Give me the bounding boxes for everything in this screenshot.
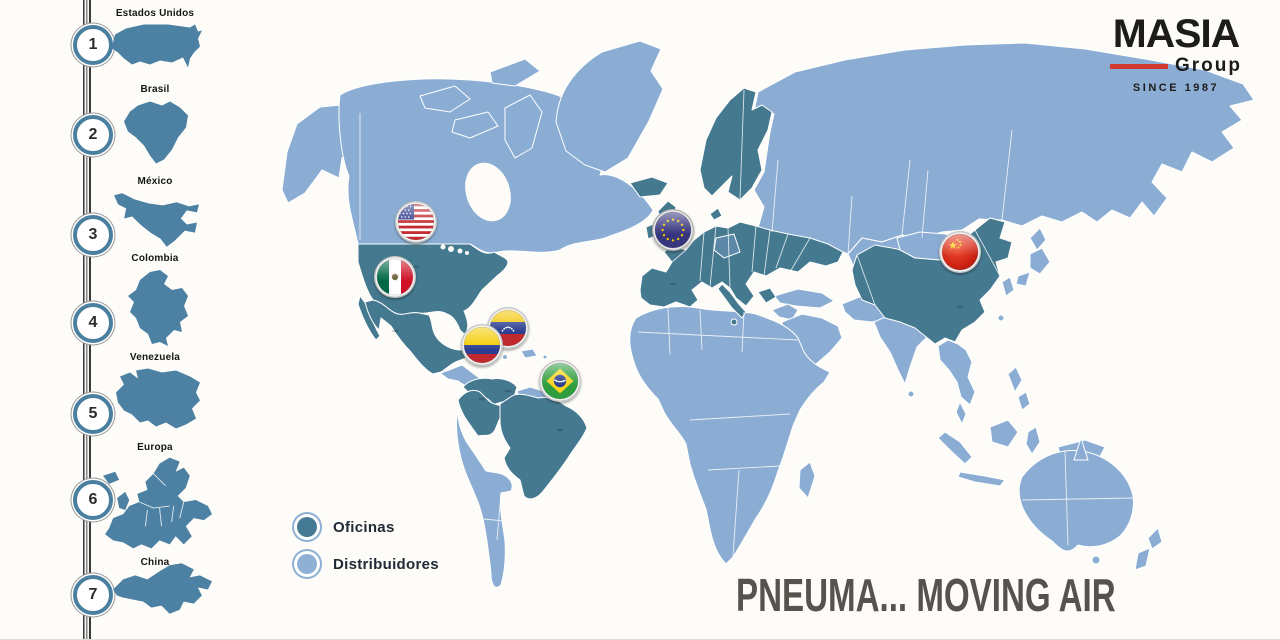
country-australia <box>1019 450 1133 551</box>
pin-colombia <box>461 324 503 401</box>
usa-silhouette-icon <box>112 24 202 68</box>
map-pins <box>374 201 981 432</box>
legend-row-offices: Oficinas <box>292 512 439 542</box>
step-number-3: 3 <box>88 226 98 243</box>
sidebar-label-brasil: Brasil <box>140 84 170 95</box>
step-number-7: 7 <box>88 586 98 603</box>
pin-china <box>939 231 981 309</box>
logo-group-text: Group <box>1175 55 1242 76</box>
step-number-2: 2 <box>88 126 98 143</box>
region-scandinavia <box>700 88 772 200</box>
pin-usa <box>395 201 437 269</box>
mexico-silhouette-icon <box>114 193 199 247</box>
brazil-silhouette-icon <box>124 101 188 164</box>
logo-group-row: Group <box>1100 55 1252 77</box>
step-circle-5: 5 <box>73 394 113 434</box>
pin-mexico <box>374 256 416 333</box>
distributors-legend-label: Distribuidores <box>333 555 439 573</box>
sidebar-label-mexico: México <box>137 176 173 187</box>
step-number-5: 5 <box>88 405 98 422</box>
pin-brazil <box>539 360 581 432</box>
logo-brand-text: MASIA <box>1112 12 1240 56</box>
step-circle-7: 7 <box>73 575 113 615</box>
masia-group-logo: MASIA Group SINCE 1987 <box>1100 14 1252 94</box>
region-europe <box>640 222 843 307</box>
venezuela-silhouette-icon <box>116 368 200 429</box>
step-circle-1: 1 <box>73 25 113 65</box>
logo-since-text: SINCE 1987 <box>1132 82 1220 94</box>
colombia-silhouette-icon <box>128 270 188 346</box>
sidebar-label-europa: Europa <box>137 442 173 453</box>
china-silhouette-icon <box>113 563 212 614</box>
step-number-6: 6 <box>88 491 98 508</box>
sidebar-label-china: China <box>140 557 170 568</box>
step-number-1: 1 <box>88 36 98 53</box>
pin-eu <box>652 209 694 286</box>
offices-legend-label: Oficinas <box>333 518 395 536</box>
water-bodies <box>440 162 851 288</box>
country-brazil <box>500 394 587 499</box>
continent-africa <box>630 306 830 564</box>
logo-red-bar-icon <box>1110 63 1168 69</box>
internal-borders <box>360 90 1133 556</box>
distributors-legend-dot-icon <box>297 554 317 574</box>
legend-row-distributors: Distribuidores <box>292 549 439 579</box>
sidebar-label-colombia: Colombia <box>131 253 179 264</box>
europa-silhouette-icon <box>103 457 212 549</box>
distributor-countries <box>282 41 1254 587</box>
country-japan <box>1030 228 1046 250</box>
step-circle-6: 6 <box>73 480 113 520</box>
tagline: PNEUMA... MOVING AIR <box>736 569 1116 621</box>
step-circle-4: 4 <box>73 303 113 343</box>
map-legend: Oficinas Distribuidores <box>292 512 439 586</box>
step-circle-2: 2 <box>73 115 113 155</box>
sidebar-label-estados-unidos: Estados Unidos <box>115 8 195 19</box>
step-number-4: 4 <box>88 314 98 331</box>
country-greenland <box>556 41 663 172</box>
step-circle-3: 3 <box>73 215 113 255</box>
offices-legend-dot-icon <box>297 517 317 537</box>
sidebar-label-venezuela: Venezuela <box>129 352 181 363</box>
